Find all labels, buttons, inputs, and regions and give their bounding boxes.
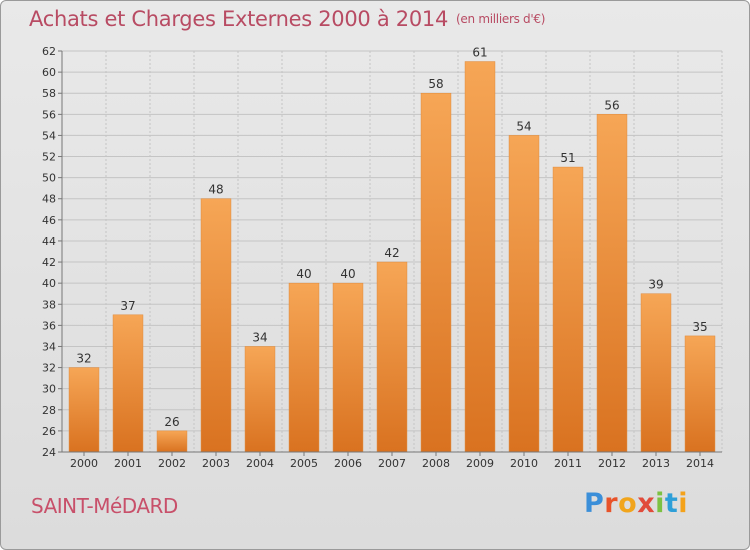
x-tick-label: 2001 — [114, 457, 142, 470]
logo-letter: r — [604, 488, 619, 519]
logo-letter: o — [618, 488, 638, 519]
bar-value-label: 40 — [340, 267, 355, 281]
logo-letter: t — [664, 488, 679, 519]
bar-value-label: 26 — [164, 415, 179, 429]
x-tick-label: 2002 — [158, 457, 186, 470]
bar — [596, 114, 628, 453]
chart-title: Achats et Charges Externes 2000 à 2014 (e… — [29, 7, 545, 31]
y-tick-label: 36 — [42, 319, 56, 332]
commune-name: SAINT-MéDARD — [31, 494, 178, 518]
logo-letter: P — [584, 488, 605, 519]
y-tick-label: 26 — [42, 425, 56, 438]
y-tick-label: 34 — [42, 340, 56, 353]
y-tick-label: 58 — [42, 87, 56, 100]
y-tick-label: 48 — [42, 193, 56, 206]
bar — [288, 282, 320, 453]
axes: 24 26 28 30 32 34 36 38 40 42 44 46 48 50 52 54 56 58 60 62… — [42, 45, 722, 470]
y-tick-label: 46 — [42, 214, 56, 227]
y-tick-label: 44 — [42, 235, 56, 248]
logo-letter: i — [655, 488, 665, 519]
bar-value-label: 54 — [516, 119, 531, 133]
bar-value-label: 32 — [76, 352, 91, 366]
chart-title-unit: (en milliers d'€) — [456, 12, 546, 26]
bar — [464, 61, 496, 453]
y-tick-label: 32 — [42, 362, 56, 375]
x-tick-label: 2011 — [554, 457, 582, 470]
y-tick-label: 60 — [42, 66, 56, 79]
bar-value-label: 34 — [252, 330, 267, 344]
x-tick-label: 2004 — [246, 457, 274, 470]
proxiti-logo: Proxiti — [584, 488, 688, 519]
bar-value-label: 39 — [648, 278, 663, 292]
y-tick-label: 24 — [42, 446, 56, 459]
y-tick-label: 54 — [42, 129, 56, 142]
bar-value-label: 58 — [428, 77, 443, 91]
y-tick-label: 30 — [42, 383, 56, 396]
bar — [640, 293, 672, 453]
x-tick-label: 2007 — [378, 457, 406, 470]
x-tick-label: 2000 — [70, 457, 98, 470]
bar-value-label: 37 — [120, 299, 135, 313]
bar — [508, 135, 540, 453]
bar — [552, 166, 584, 453]
bar-value-label: 42 — [384, 246, 399, 260]
x-tick-label: 2012 — [598, 457, 626, 470]
bar — [156, 430, 188, 453]
x-tick-label: 2003 — [202, 457, 230, 470]
y-tick-label: 50 — [42, 172, 56, 185]
chart-title-text: Achats et Charges Externes 2000 à 2014 — [29, 7, 449, 31]
bar — [68, 367, 100, 453]
bar-value-label: 51 — [560, 151, 575, 165]
y-tick-label: 38 — [42, 298, 56, 311]
x-tick-label: 2010 — [510, 457, 538, 470]
bar — [420, 92, 452, 453]
bar-value-label: 48 — [208, 183, 223, 197]
bar — [244, 346, 276, 453]
x-tick-label: 2008 — [422, 457, 450, 470]
bar-value-label: 56 — [604, 98, 619, 112]
x-tick-label: 2005 — [290, 457, 318, 470]
x-tick-label: 2009 — [466, 457, 494, 470]
bar — [376, 261, 408, 453]
bar-value-label: 40 — [296, 267, 311, 281]
bar — [112, 314, 144, 453]
logo-letter: x — [637, 488, 656, 519]
bar — [684, 335, 716, 453]
bar-value-label: 35 — [692, 320, 707, 334]
x-tick-label: 2013 — [642, 457, 670, 470]
y-tick-label: 42 — [42, 256, 56, 269]
y-tick-label: 52 — [42, 151, 56, 164]
bar — [200, 198, 232, 453]
bar-value-label: 61 — [472, 46, 487, 60]
y-tick-label: 40 — [42, 277, 56, 290]
bars: 32 37 26 48 34 40 40 42 58 61 54 51 56 39 35 — [68, 46, 716, 453]
bar — [332, 282, 364, 453]
y-tick-label: 56 — [42, 108, 56, 121]
x-tick-label: 2006 — [334, 457, 362, 470]
y-tick-label: 28 — [42, 404, 56, 417]
y-tick-label: 62 — [42, 45, 56, 58]
logo-letter: i — [678, 488, 689, 519]
x-tick-label: 2014 — [686, 457, 714, 470]
